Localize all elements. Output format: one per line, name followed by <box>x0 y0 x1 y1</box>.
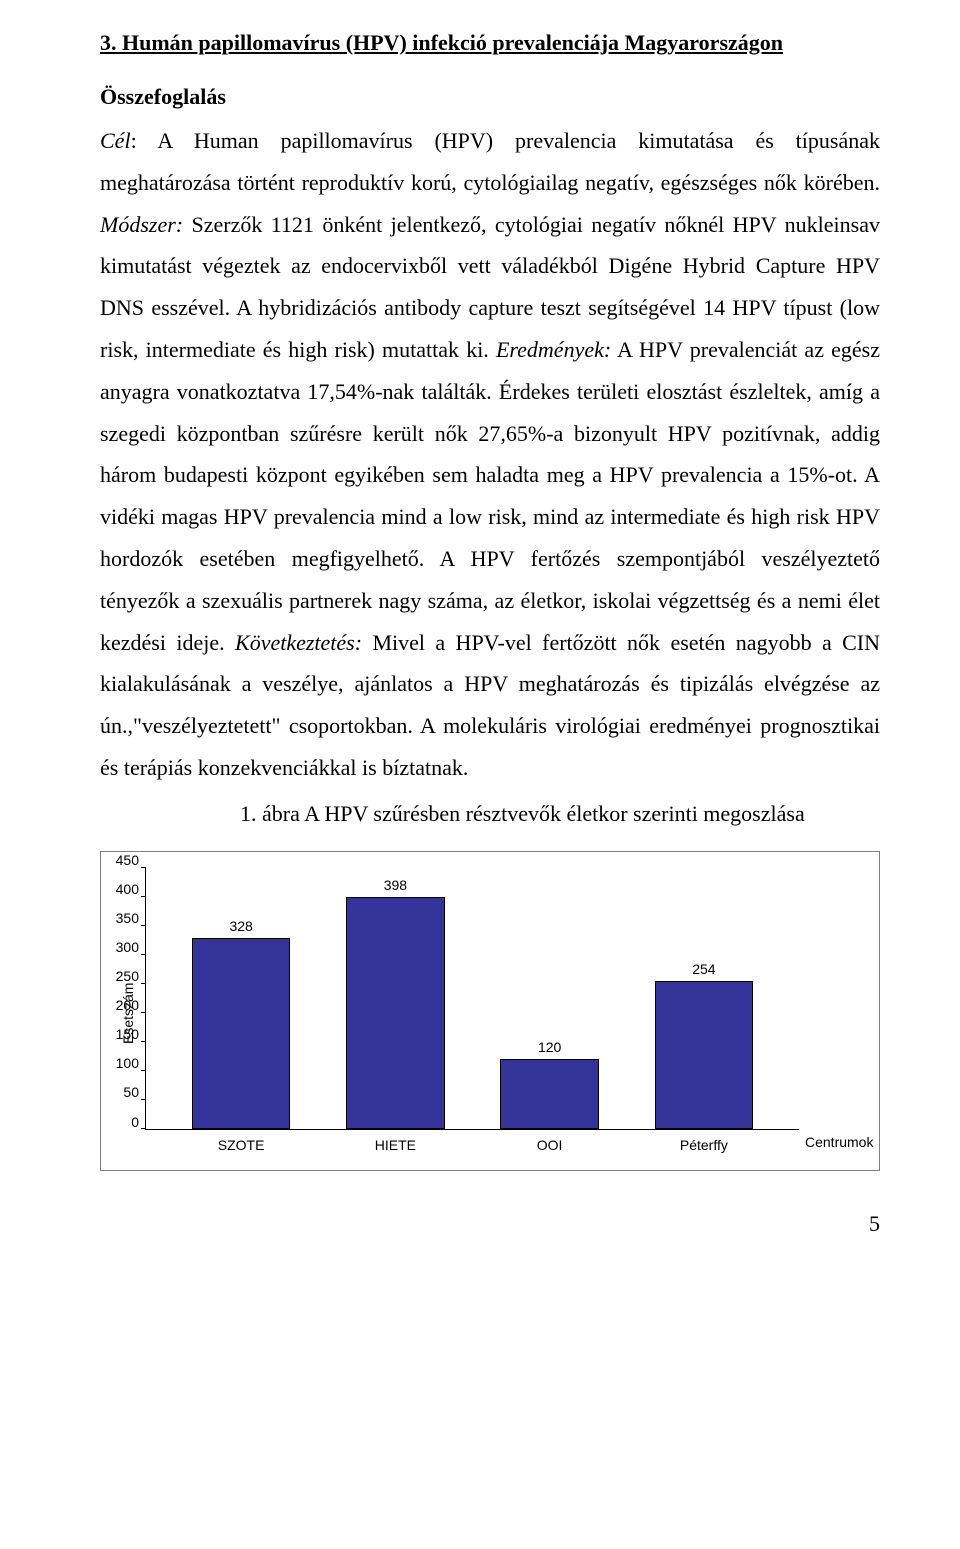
bar-value-label: 328 <box>229 918 252 934</box>
bar-value-label: 254 <box>692 961 715 977</box>
figure-caption: 1. ábra A HPV szűrésben résztvevők életk… <box>240 793 880 835</box>
bar <box>655 981 754 1129</box>
x-tick-label: OOI <box>500 1137 599 1153</box>
plot-region: 328398120254 SZOTEHIETEOOIPéterffy <box>145 868 799 1130</box>
body-text: Cél: A Human papillomavírus (HPV) preval… <box>100 120 880 789</box>
section-heading: 3. Humán papillomavírus (HPV) infekció p… <box>100 30 880 56</box>
bar-group: 120 <box>500 1039 599 1129</box>
x-axis-label: Centrumok <box>799 868 871 1158</box>
bar-value-label: 120 <box>538 1039 561 1055</box>
x-tick-label: SZOTE <box>192 1137 291 1153</box>
summary-title: Összefoglalás <box>100 84 880 110</box>
x-tick-label: HIETE <box>346 1137 445 1153</box>
bar <box>346 897 445 1129</box>
bar-group: 398 <box>346 877 445 1129</box>
bar <box>500 1059 599 1129</box>
page-number: 5 <box>100 1211 880 1237</box>
bar-chart: Esetszám 450400350300250200150100500 328… <box>100 851 880 1171</box>
bar <box>192 938 291 1129</box>
x-tick-label: Péterffy <box>655 1137 754 1153</box>
bar-group: 254 <box>655 961 754 1129</box>
bar-value-label: 398 <box>384 877 407 893</box>
bar-group: 328 <box>192 918 291 1129</box>
